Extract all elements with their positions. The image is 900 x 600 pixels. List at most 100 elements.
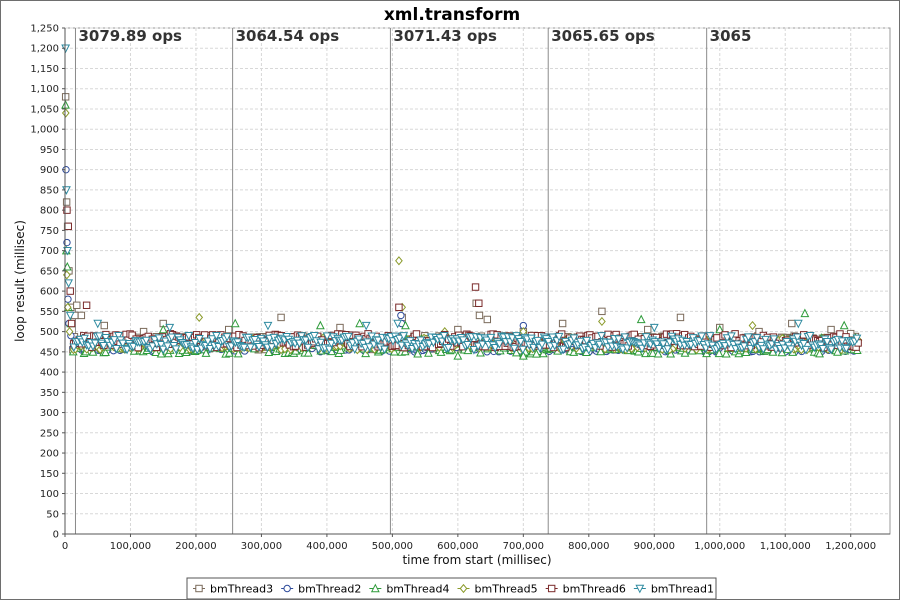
data-point: [841, 344, 851, 354]
data-point: [65, 327, 74, 337]
data-point: [839, 320, 849, 330]
data-point: [743, 333, 753, 342]
x-tick-label: 0: [62, 541, 68, 552]
legend-marker: [547, 584, 556, 593]
data-point: [355, 318, 365, 328]
data-point: [654, 345, 664, 354]
data-point: [395, 256, 403, 266]
x-tick-label: 1,200,000: [825, 541, 876, 552]
data-point: [63, 302, 72, 312]
data-point: [665, 338, 675, 348]
data-point: [254, 343, 264, 352]
legend-label: bmThread2: [298, 583, 361, 596]
data-point: [397, 311, 405, 320]
data-point: [111, 345, 121, 354]
data-point: [230, 318, 240, 328]
legend-label: bmThread4: [386, 583, 449, 596]
x-tick-label: 1,000,000: [694, 541, 745, 552]
data-point: [412, 330, 421, 338]
y-tick-label: 0: [53, 530, 59, 541]
y-tick-label: 1,000: [30, 125, 59, 136]
x-tick-label: 200,000: [175, 541, 216, 552]
data-point: [532, 348, 541, 358]
data-point: [393, 319, 403, 329]
data-point: [246, 343, 255, 353]
data-point: [184, 332, 194, 341]
data-point: [620, 333, 630, 342]
data-point: [596, 346, 606, 356]
data-point: [439, 332, 449, 341]
x-tick-label: 700,000: [503, 541, 544, 552]
x-tick-label: 400,000: [306, 541, 347, 552]
data-point: [303, 343, 313, 353]
y-tick-label: 100: [40, 489, 59, 500]
data-point: [267, 343, 277, 352]
data-point: [748, 320, 757, 331]
data-point: [88, 347, 98, 356]
data-point: [160, 337, 170, 347]
data-point: [205, 344, 215, 354]
data-point: [365, 343, 375, 352]
data-point: [652, 340, 662, 350]
data-point: [354, 335, 364, 345]
y-tick-label: 650: [40, 266, 59, 277]
data-point: [158, 345, 168, 355]
y-tick-label: 450: [40, 347, 59, 358]
series-layer: [61, 44, 863, 360]
data-point: [94, 332, 104, 341]
data-point: [336, 323, 344, 332]
data-point: [129, 342, 138, 352]
data-point: [277, 313, 285, 322]
data-point: [326, 339, 336, 349]
data-point: [554, 332, 564, 342]
data-point: [739, 342, 749, 351]
data-point: [294, 339, 304, 349]
y-tick-label: 750: [40, 226, 59, 237]
data-point: [350, 345, 360, 354]
data-point: [148, 342, 157, 352]
data-point: [575, 337, 585, 347]
series-bmThread1: [61, 44, 862, 355]
data-point: [250, 336, 260, 345]
grid-lines: [64, 27, 890, 535]
data-point: [163, 342, 172, 352]
data-point: [316, 338, 326, 348]
y-tick-label: 600: [40, 287, 59, 298]
data-point: [477, 340, 487, 350]
data-point: [109, 336, 119, 345]
data-point: [800, 308, 810, 318]
data-point: [648, 348, 658, 357]
data-point: [93, 319, 103, 329]
data-point: [653, 348, 663, 358]
data-point: [373, 336, 383, 346]
legend-marker: [635, 584, 645, 594]
data-point: [118, 339, 128, 349]
data-point: [61, 108, 70, 118]
data-point: [507, 334, 517, 343]
axes: 0 50 100 150 200 250 300 350 400 450 500 550 600 650 7…: [30, 24, 890, 552]
x-tick-label: 900,000: [634, 541, 675, 552]
data-point: [301, 336, 311, 346]
x-tick-label: 300,000: [241, 541, 282, 552]
data-point: [758, 345, 768, 354]
y-tick-label: 200: [40, 449, 59, 460]
data-point: [722, 334, 732, 343]
data-point: [194, 335, 204, 344]
y-tick-label: 1,150: [30, 64, 59, 75]
data-point: [61, 93, 70, 101]
data-point: [114, 332, 123, 341]
data-point: [151, 347, 161, 356]
phase-ops-label: 3079.89 ops: [78, 27, 182, 45]
data-point: [165, 323, 175, 333]
data-point: [73, 301, 81, 309]
data-point: [769, 335, 779, 344]
data-point: [598, 316, 606, 327]
data-point: [101, 347, 110, 356]
data-point: [518, 350, 528, 360]
data-point: [826, 345, 836, 355]
data-point: [207, 335, 217, 344]
x-tick-label: 600,000: [437, 541, 478, 552]
data-point: [516, 337, 526, 347]
data-point: [156, 340, 166, 350]
